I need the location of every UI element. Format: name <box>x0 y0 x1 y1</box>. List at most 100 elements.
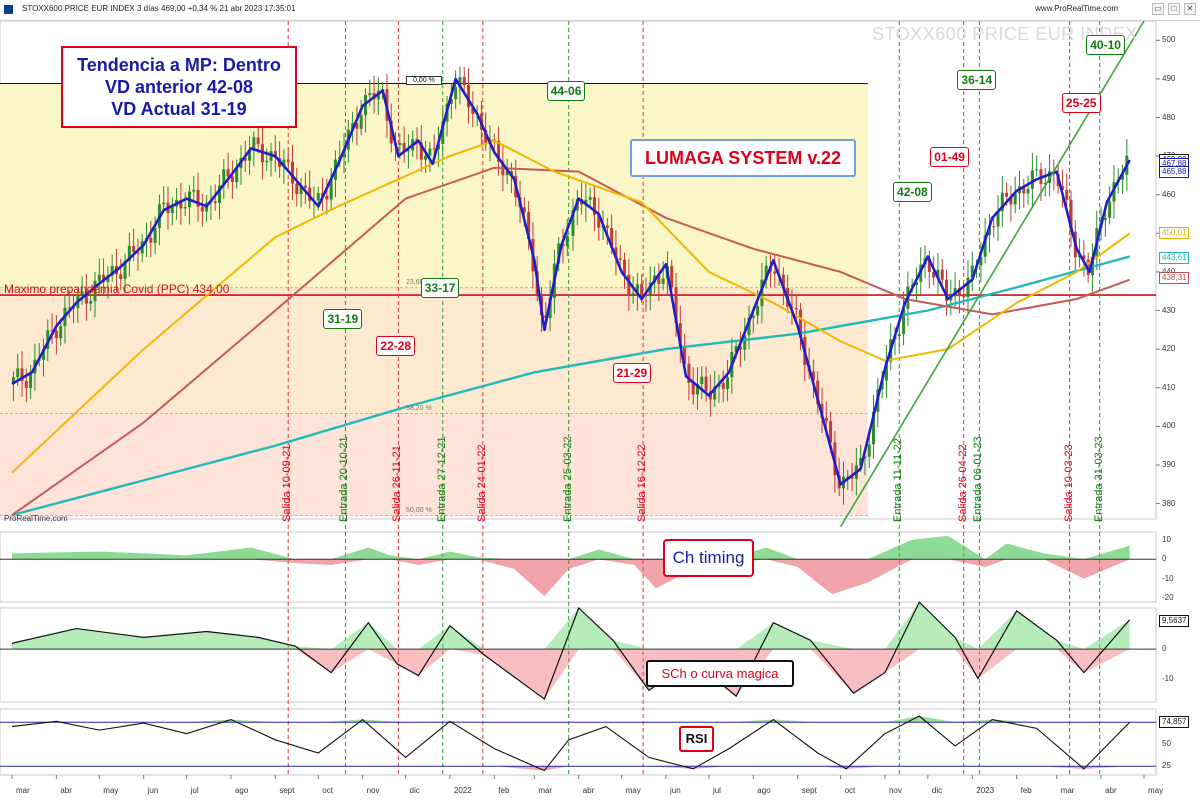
candle-body <box>897 334 901 336</box>
x-tick-label: dic <box>409 786 420 795</box>
candle-body <box>149 237 153 243</box>
signal-label: Entrada 25-03-22 <box>561 436 574 522</box>
candle-body <box>571 210 575 236</box>
candle-body <box>235 167 239 183</box>
candle-body <box>863 456 867 459</box>
x-tick-label: 2023 <box>976 786 995 795</box>
ch-timing-callout: Ch timing <box>663 539 754 577</box>
signal-label: Entrada 27-12-21 <box>435 436 448 522</box>
candle-body <box>674 287 678 324</box>
candle-body <box>441 121 445 144</box>
candle-body <box>1030 170 1034 189</box>
fib-label-1: 23,60 % <box>406 278 432 286</box>
candle-body <box>179 199 183 209</box>
candle-body <box>927 258 931 273</box>
sch-callout: SCh o curva magica <box>646 660 794 687</box>
candle-body <box>588 197 592 200</box>
candle-body <box>316 193 320 201</box>
x-tick-label: abr <box>1105 786 1117 795</box>
signal-label: Salida 26-11-21 <box>391 445 404 522</box>
candle-body <box>1000 192 1004 212</box>
candle-body <box>243 157 247 161</box>
candle-body <box>996 211 1000 227</box>
candle-body <box>1043 182 1047 185</box>
candle-body <box>743 335 747 350</box>
vd-label: 44-06 <box>546 81 586 102</box>
sch-line <box>11 601 1131 701</box>
candle-body <box>110 266 114 276</box>
vd-label: 31-19 <box>323 309 363 330</box>
candle-body <box>695 384 699 395</box>
candle-body <box>325 195 329 200</box>
candle-body <box>1026 188 1030 194</box>
minimize-button[interactable]: ▭ <box>1152 3 1164 15</box>
site-link[interactable]: www.ProRealTime.com <box>1035 4 1118 13</box>
price-tick-label: 430 <box>1162 305 1176 315</box>
candle-body <box>24 381 28 388</box>
signal-label: Salida 10-03-23 <box>1062 444 1075 522</box>
candle-body <box>936 269 940 278</box>
candle-body <box>859 458 863 466</box>
vd-label: 25-25 <box>1061 93 1101 114</box>
candle-body <box>106 275 110 282</box>
price-tick-label: 480 <box>1162 112 1176 122</box>
signal-label: Salida 26-04-22 <box>956 444 969 522</box>
rsi-callout: RSI <box>679 726 714 752</box>
signal-label: Salida 24-01-22 <box>475 444 488 522</box>
ma-yellow-line <box>11 139 1131 474</box>
ch-timing-pos-area <box>12 535 1130 560</box>
x-tick-label: 2022 <box>453 786 472 795</box>
candle-body <box>402 143 406 152</box>
candle-body <box>1022 186 1026 194</box>
candle-body <box>824 417 828 422</box>
trend-line-1: Tendencia a MP: Dentro <box>77 55 281 75</box>
x-tick-label: ago <box>234 786 249 795</box>
candle-body <box>949 296 953 301</box>
candle-body <box>713 386 717 400</box>
vd-label: 21-29 <box>612 363 652 384</box>
candle-body <box>867 444 871 457</box>
signal-label: Salida 16-12-22 <box>636 444 649 522</box>
candle-body <box>248 150 252 161</box>
candle-body <box>389 120 393 144</box>
x-tick-label: oct <box>322 786 333 795</box>
candle-body <box>794 307 798 310</box>
candle-body <box>102 274 106 282</box>
footer-brand: ProRealTime.com <box>4 514 68 523</box>
candle-body <box>648 282 652 297</box>
candle-body <box>565 235 569 247</box>
rsi-tick-label: 50 <box>1162 739 1171 749</box>
fib-label-2: 38,20 % <box>406 404 432 412</box>
candle-body <box>584 199 588 205</box>
candle-body <box>123 260 127 280</box>
trend-callout: Tendencia a MP: Dentro VD anterior 42-08… <box>61 46 297 128</box>
candle-body <box>1009 196 1013 205</box>
candle-body <box>734 346 738 352</box>
candle-body <box>970 265 974 278</box>
candle-body <box>726 377 730 389</box>
candle-body <box>265 160 269 163</box>
price-tick-label: 410 <box>1162 382 1176 392</box>
candle-body <box>119 274 123 280</box>
maximize-button[interactable]: □ <box>1168 3 1180 15</box>
candle-body <box>359 115 363 129</box>
x-tick-label: mar <box>1060 786 1075 795</box>
ma-red-line <box>11 166 1131 516</box>
candle-body <box>618 258 622 260</box>
candle-body <box>252 137 256 151</box>
close-button[interactable]: ✕ <box>1184 3 1196 15</box>
x-tick-label: ago <box>757 786 771 795</box>
candle-body <box>914 281 918 285</box>
candle-body <box>561 243 565 247</box>
chart-title: STOXX600 PRICE EUR INDEX 3 días 469,00 +… <box>22 4 296 13</box>
covid-line-label: Maximo prepandemia Covid (PPC) 434,00 <box>4 282 230 296</box>
candle-body <box>687 363 691 383</box>
candle-body <box>80 291 84 295</box>
x-tick-label: oct <box>844 786 856 795</box>
candle-body <box>50 330 54 332</box>
ch-timing-neg-area <box>12 559 1130 597</box>
candle-body <box>829 421 833 443</box>
candle-body <box>850 476 854 479</box>
vd-label: 36-14 <box>957 69 997 90</box>
candle-body <box>424 155 428 160</box>
